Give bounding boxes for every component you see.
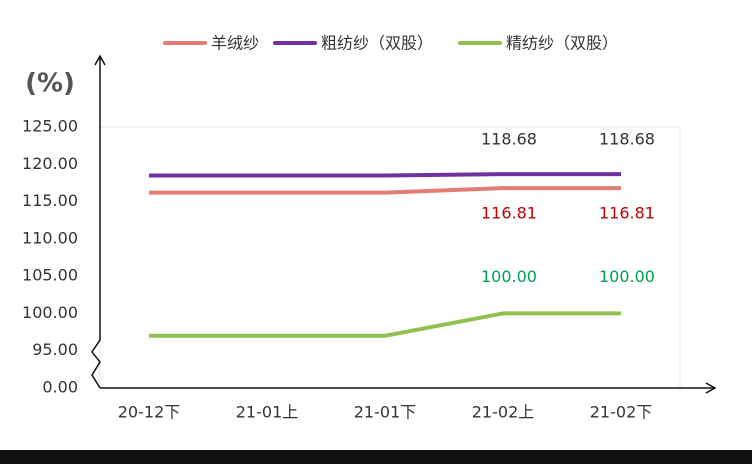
- x-tick-label: 21-02下: [590, 403, 653, 422]
- series-line: [149, 311, 621, 338]
- bottom-strip: [0, 450, 752, 464]
- y-tick-label: 115.00: [22, 191, 78, 210]
- value-label: 100.00: [599, 267, 655, 286]
- value-label: 116.81: [481, 204, 537, 223]
- y-axis-arrow: [94, 54, 106, 66]
- series-line: [149, 186, 621, 195]
- x-axis-arrow: [705, 382, 717, 394]
- y-tick-label: 125.00: [22, 117, 78, 136]
- value-label: 118.68: [481, 130, 537, 149]
- y-axis-label: (%): [25, 69, 75, 99]
- value-label: 118.68: [599, 130, 655, 149]
- series-line: [149, 172, 621, 178]
- y-tick-label: 100.00: [22, 303, 78, 322]
- value-label: 116.81: [599, 204, 655, 223]
- y-tick-label: 105.00: [22, 266, 78, 285]
- y-tick-label: 0.00: [42, 378, 78, 397]
- value-label: 100.00: [481, 267, 537, 286]
- legend-label: 粗纺纱（双股）: [321, 34, 433, 53]
- y-axis: [91, 57, 101, 389]
- legend-label: 羊绒纱: [211, 34, 259, 53]
- x-tick-label: 21-02上: [472, 403, 535, 422]
- y-tick-label: 110.00: [22, 228, 78, 247]
- y-tick-label: 120.00: [22, 154, 78, 173]
- x-tick-label: 21-01下: [354, 403, 417, 422]
- x-tick-label: 20-12下: [118, 403, 181, 422]
- y-tick-label: 95.00: [32, 340, 78, 359]
- legend-label: 精纺纱（双股）: [506, 34, 618, 53]
- x-tick-label: 21-01上: [236, 403, 299, 422]
